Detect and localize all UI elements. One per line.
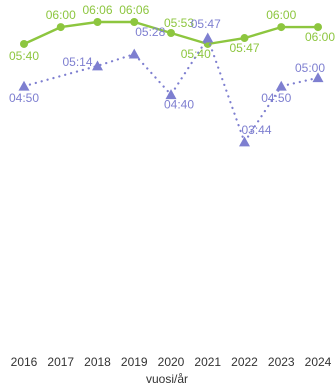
point-green [56, 23, 65, 32]
x-tick-label: 2018 [84, 355, 111, 369]
x-tick-label: 2021 [194, 355, 221, 369]
data-label-green: 05:40 [181, 47, 211, 61]
x-tick-label: 2022 [231, 355, 258, 369]
point-green [277, 23, 286, 32]
point-green [20, 39, 28, 48]
point-blue [92, 60, 103, 71]
series-layer [18, 18, 324, 147]
data-label-blue: 03:44 [241, 123, 271, 137]
x-axis: 2016 2017 2018 2019 2020 2021 2022 2023 2024 [11, 355, 332, 369]
data-label-blue: 05:14 [62, 55, 92, 69]
point-blue [18, 80, 30, 91]
series-line-blue [22, 37, 320, 144]
data-label-green: 06:06 [82, 3, 112, 17]
data-label-green: 06:00 [305, 30, 335, 44]
data-label-blue: 04:50 [9, 91, 39, 105]
point-blue [275, 80, 287, 91]
point-blue [128, 48, 140, 59]
data-label-blue: 05:47 [191, 17, 221, 31]
point-blue [312, 72, 324, 83]
data-label-green: 06:06 [119, 3, 149, 17]
x-tick-label: 2020 [158, 355, 185, 369]
data-label-green: 05:47 [229, 41, 259, 55]
x-axis-title: vuosi/år [146, 372, 188, 386]
data-label-blue: 04:40 [164, 98, 194, 112]
x-tick-label: 2019 [121, 355, 148, 369]
data-label-blue: 04:50 [261, 91, 291, 105]
point-green [167, 28, 175, 37]
data-label-green: 05:53 [164, 16, 194, 30]
data-label-green: 06:00 [46, 8, 76, 22]
data-label-blue: 05:28 [135, 25, 165, 39]
x-tick-label: 2024 [305, 355, 332, 369]
point-green [314, 23, 322, 32]
data-label-blue: 05:00 [295, 61, 325, 75]
data-label-green: 06:00 [266, 8, 296, 22]
point-blue [202, 32, 214, 43]
point-green [240, 34, 249, 43]
point-blue [165, 89, 177, 100]
point-blue [239, 136, 250, 147]
x-tick-label: 2017 [47, 355, 74, 369]
data-label-layer: 05:40 06:00 06:06 06:06 05:53 05:40 05:47 06:00… [9, 3, 335, 137]
x-tick-label: 2016 [11, 355, 38, 369]
data-label-green: 05:40 [9, 49, 39, 63]
point-green [130, 18, 139, 26]
point-green [93, 18, 102, 26]
x-tick-label: 2023 [268, 355, 295, 369]
